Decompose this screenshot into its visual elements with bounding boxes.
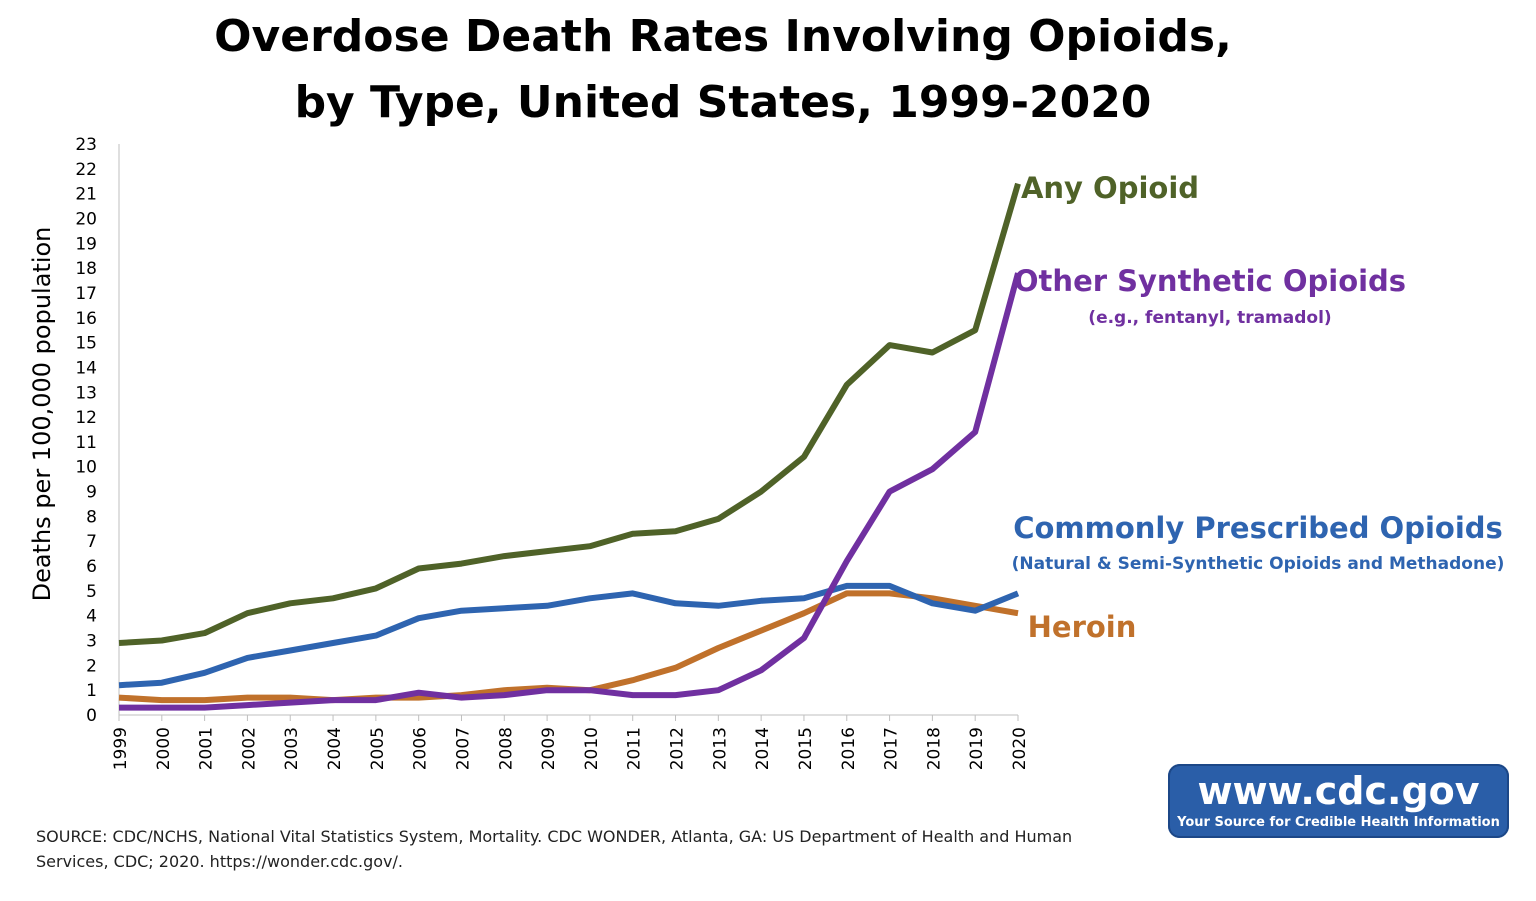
y-tick-label: 14: [75, 358, 97, 378]
y-tick-label: 7: [86, 532, 97, 552]
y-tick-label: 5: [86, 582, 97, 602]
chart-title-line-1: Overdose Death Rates Involving Opioids,: [214, 11, 1232, 62]
y-tick-label: 21: [75, 185, 97, 205]
x-tick-label: 2016: [839, 727, 859, 770]
x-tick-label: 2009: [539, 727, 559, 770]
x-tick-label: 2000: [154, 727, 174, 770]
x-tick-label: 2014: [753, 727, 773, 770]
x-tick-label: 2020: [1010, 727, 1030, 770]
y-tick-label: 23: [75, 135, 97, 155]
cdc-tagline: Your Source for Credible Health Informat…: [1177, 815, 1500, 830]
x-tick-label: 1999: [111, 727, 131, 770]
y-tick-label: 18: [75, 259, 97, 279]
x-tick-label: 2011: [625, 727, 645, 770]
series-label-other-synthetic-opioids: Other Synthetic Opioids: [1014, 264, 1406, 298]
x-tick-label: 2002: [239, 727, 259, 770]
x-tick-label: 2012: [668, 727, 688, 770]
cdc-url: www.cdc.gov: [1197, 769, 1480, 813]
y-tick-label: 2: [86, 656, 97, 676]
x-tick-label: 2013: [710, 727, 730, 770]
series-label-heroin: Heroin: [1028, 610, 1137, 644]
y-tick-label: 9: [86, 483, 97, 503]
chart-title-line-2: by Type, United States, 1999-2020: [294, 77, 1152, 128]
x-tick-label: 2019: [967, 727, 987, 770]
x-tick-label: 2018: [924, 727, 944, 770]
x-tick-label: 2001: [197, 727, 217, 770]
y-tick-label: 10: [75, 458, 97, 478]
y-tick-label: 1: [86, 681, 97, 701]
x-tick-label: 2017: [882, 727, 902, 770]
series-sublabel-other-synthetic-opioids: (e.g., fentanyl, tramadol): [1088, 308, 1331, 328]
series-line-other-synthetic-opioids: [119, 272, 1021, 711]
series-line-commonly-prescribed-opioids: [118, 582, 1020, 689]
x-tick-label: 2003: [282, 727, 302, 770]
y-tick-label: 4: [86, 607, 97, 627]
y-tick-label: 3: [86, 632, 97, 652]
x-tick-label: 2006: [411, 727, 431, 770]
y-axis-title: Deaths per 100,000 population: [28, 227, 56, 602]
y-tick-label: 15: [75, 334, 97, 354]
y-tick-label: 13: [75, 383, 97, 403]
y-tick-label: 17: [75, 284, 97, 304]
y-tick-label: 0: [86, 706, 97, 726]
y-tick-label: 16: [75, 309, 97, 329]
y-tick-label: 12: [75, 408, 97, 428]
series-label-any-opioid: Any Opioid: [1021, 171, 1199, 205]
y-tick-label: 22: [75, 160, 97, 180]
x-tick-label: 2008: [496, 727, 516, 770]
y-tick-label: 8: [86, 507, 97, 527]
x-tick-label: 2010: [582, 727, 602, 770]
x-tick-label: 2005: [368, 727, 388, 770]
cdc-badge[interactable]: www.cdc.gov Your Source for Credible Hea…: [1168, 764, 1509, 838]
chart-title: Overdose Death Rates Involving Opioids, …: [0, 4, 1446, 136]
source-note: SOURCE: CDC/NCHS, National Vital Statist…: [36, 827, 1073, 871]
x-tick-label: 2007: [453, 727, 473, 770]
series-sublabel-commonly-prescribed-opioids: (Natural & Semi-Synthetic Opioids and Me…: [1012, 554, 1505, 574]
series-label-commonly-prescribed-opioids: Commonly Prescribed Opioids: [1013, 511, 1503, 545]
y-tick-label: 11: [75, 433, 97, 453]
y-tick-label: 6: [86, 557, 97, 577]
x-tick-label: 2015: [796, 727, 816, 770]
series-line-any-opioid: [118, 182, 1021, 646]
y-tick-label: 20: [75, 209, 97, 229]
y-tick-label: 19: [75, 234, 97, 254]
x-tick-label: 2004: [325, 727, 345, 770]
